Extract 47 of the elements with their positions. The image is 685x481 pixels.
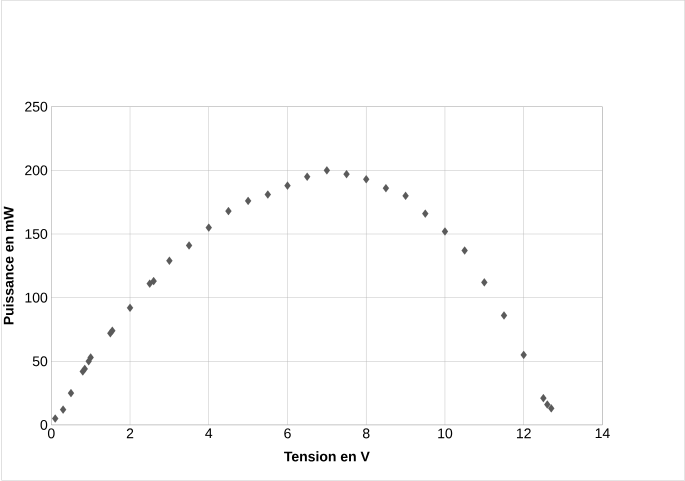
x-tick-label: 8 — [362, 428, 370, 439]
point — [109, 326, 116, 336]
x-tick-label: 2 — [126, 428, 134, 438]
point — [166, 256, 173, 266]
y-tick-label: 50 — [32, 356, 48, 366]
point — [304, 172, 310, 182]
point — [206, 224, 212, 232]
x-tick-label: 6 — [284, 428, 291, 439]
point — [402, 192, 409, 200]
point — [548, 404, 554, 413]
point — [150, 277, 157, 286]
point — [284, 182, 291, 190]
point — [520, 350, 527, 360]
point — [68, 389, 74, 398]
y-tick-label: 0 — [40, 420, 48, 430]
point — [481, 278, 488, 287]
point — [146, 280, 153, 288]
point — [363, 175, 370, 184]
point — [461, 246, 468, 255]
x-tick-label: 12 — [516, 428, 531, 438]
point — [126, 304, 134, 312]
point — [264, 190, 272, 199]
point — [540, 394, 547, 403]
x-tick-label: 14 — [596, 428, 610, 438]
point — [442, 228, 448, 236]
point — [544, 400, 551, 409]
point — [382, 184, 390, 193]
point — [324, 166, 330, 175]
point — [82, 364, 88, 374]
x-tick-label: 10 — [438, 428, 452, 439]
point — [343, 170, 350, 179]
y-axis-title: Puissance en mW — [3, 206, 14, 325]
point — [422, 210, 428, 218]
point — [244, 196, 252, 206]
y-tick-label: 200 — [25, 166, 48, 176]
point — [500, 312, 508, 320]
y-tick-label: 150 — [26, 229, 48, 240]
point — [87, 354, 94, 362]
y-tick-label: 250 — [25, 102, 48, 112]
y-tick-label: 100 — [26, 292, 48, 303]
point — [52, 414, 58, 423]
x-axis-title: Tension en V — [284, 451, 370, 462]
x-tick-label: 0 — [48, 428, 55, 439]
point — [225, 207, 232, 216]
point — [60, 406, 66, 414]
x-tick-label: 4 — [205, 428, 212, 438]
point — [186, 242, 192, 250]
